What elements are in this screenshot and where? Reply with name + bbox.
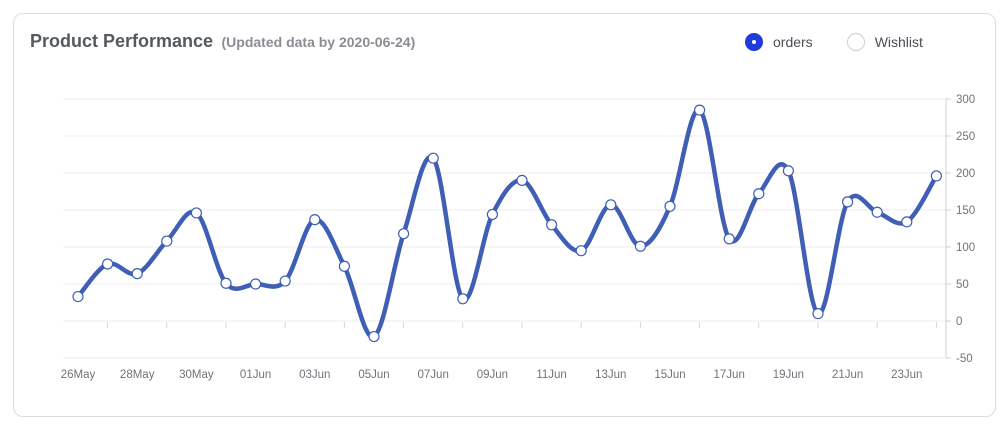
y-tick-label: 0 [956, 316, 962, 328]
legend-label-orders: orders [773, 34, 813, 50]
x-tick-label: 05Jun [358, 369, 389, 381]
y-tick-label: -50 [956, 353, 973, 365]
data-point [782, 165, 795, 177]
data-point [338, 260, 350, 272]
data-point [516, 174, 528, 186]
y-tick-label: 50 [956, 279, 969, 291]
data-point [901, 216, 913, 228]
data-point [486, 208, 498, 221]
legend: orders Wishlist [745, 33, 923, 51]
data-point [753, 188, 765, 200]
y-tick-label: 250 [956, 131, 975, 143]
data-point [457, 293, 469, 305]
data-point [368, 330, 380, 343]
data-point [664, 200, 676, 212]
data-point [398, 228, 410, 240]
data-point [101, 258, 114, 270]
radio-unselected-icon[interactable] [846, 33, 865, 51]
x-tick-label: 30May [179, 369, 214, 381]
x-tick-label: 03Jun [299, 369, 330, 381]
x-tick-label: 19Jun [773, 369, 804, 381]
data-point [72, 290, 84, 303]
data-point [841, 196, 854, 208]
series-line-orders [75, 107, 939, 339]
data-point [161, 235, 173, 247]
x-tick-label: 23Jun [891, 369, 922, 381]
data-point [279, 275, 291, 287]
data-point [427, 152, 439, 164]
x-tick-label: 11Jun [536, 369, 566, 381]
x-tick-label: 15Jun [654, 369, 685, 381]
chart-title: Product Performance [30, 31, 214, 51]
data-point [605, 199, 617, 211]
y-tick-label: 300 [956, 94, 975, 106]
data-point [871, 206, 883, 218]
radio-selected-icon[interactable] [745, 33, 763, 51]
x-tick-label: 07Jun [418, 369, 449, 381]
y-tick-label: 200 [956, 168, 975, 180]
data-point [545, 219, 558, 231]
data-point [190, 207, 202, 219]
legend-item-wishlist[interactable]: Wishlist [846, 33, 923, 51]
data-point [220, 277, 232, 289]
data-point [930, 170, 943, 182]
legend-label-wishlist: Wishlist [874, 34, 923, 50]
x-tick-label: 26May [61, 369, 96, 381]
x-tick-label: 13Jun [595, 369, 626, 381]
chart-subtitle: (Updated data by 2020-06-24) [221, 34, 416, 50]
data-point [131, 268, 143, 280]
data-point [250, 278, 262, 290]
y-tick-label: 100 [956, 242, 975, 254]
x-tick-label: 09Jun [477, 369, 508, 381]
y-tick-label: 150 [956, 205, 975, 217]
x-tick-label: 28May [120, 369, 155, 381]
x-tick-label: 17Jun [714, 369, 745, 381]
legend-item-orders[interactable]: orders [745, 33, 813, 51]
data-point [693, 104, 706, 116]
data-point [812, 308, 824, 320]
header: Product Performance (Updated data by 202… [30, 31, 415, 52]
data-point [723, 233, 735, 245]
chart-card [13, 13, 996, 417]
data-point [309, 214, 321, 226]
x-tick-label: 21Jun [832, 369, 863, 381]
data-point [634, 240, 647, 252]
data-point [575, 245, 587, 257]
x-tick-label: 01Jun [240, 369, 271, 381]
